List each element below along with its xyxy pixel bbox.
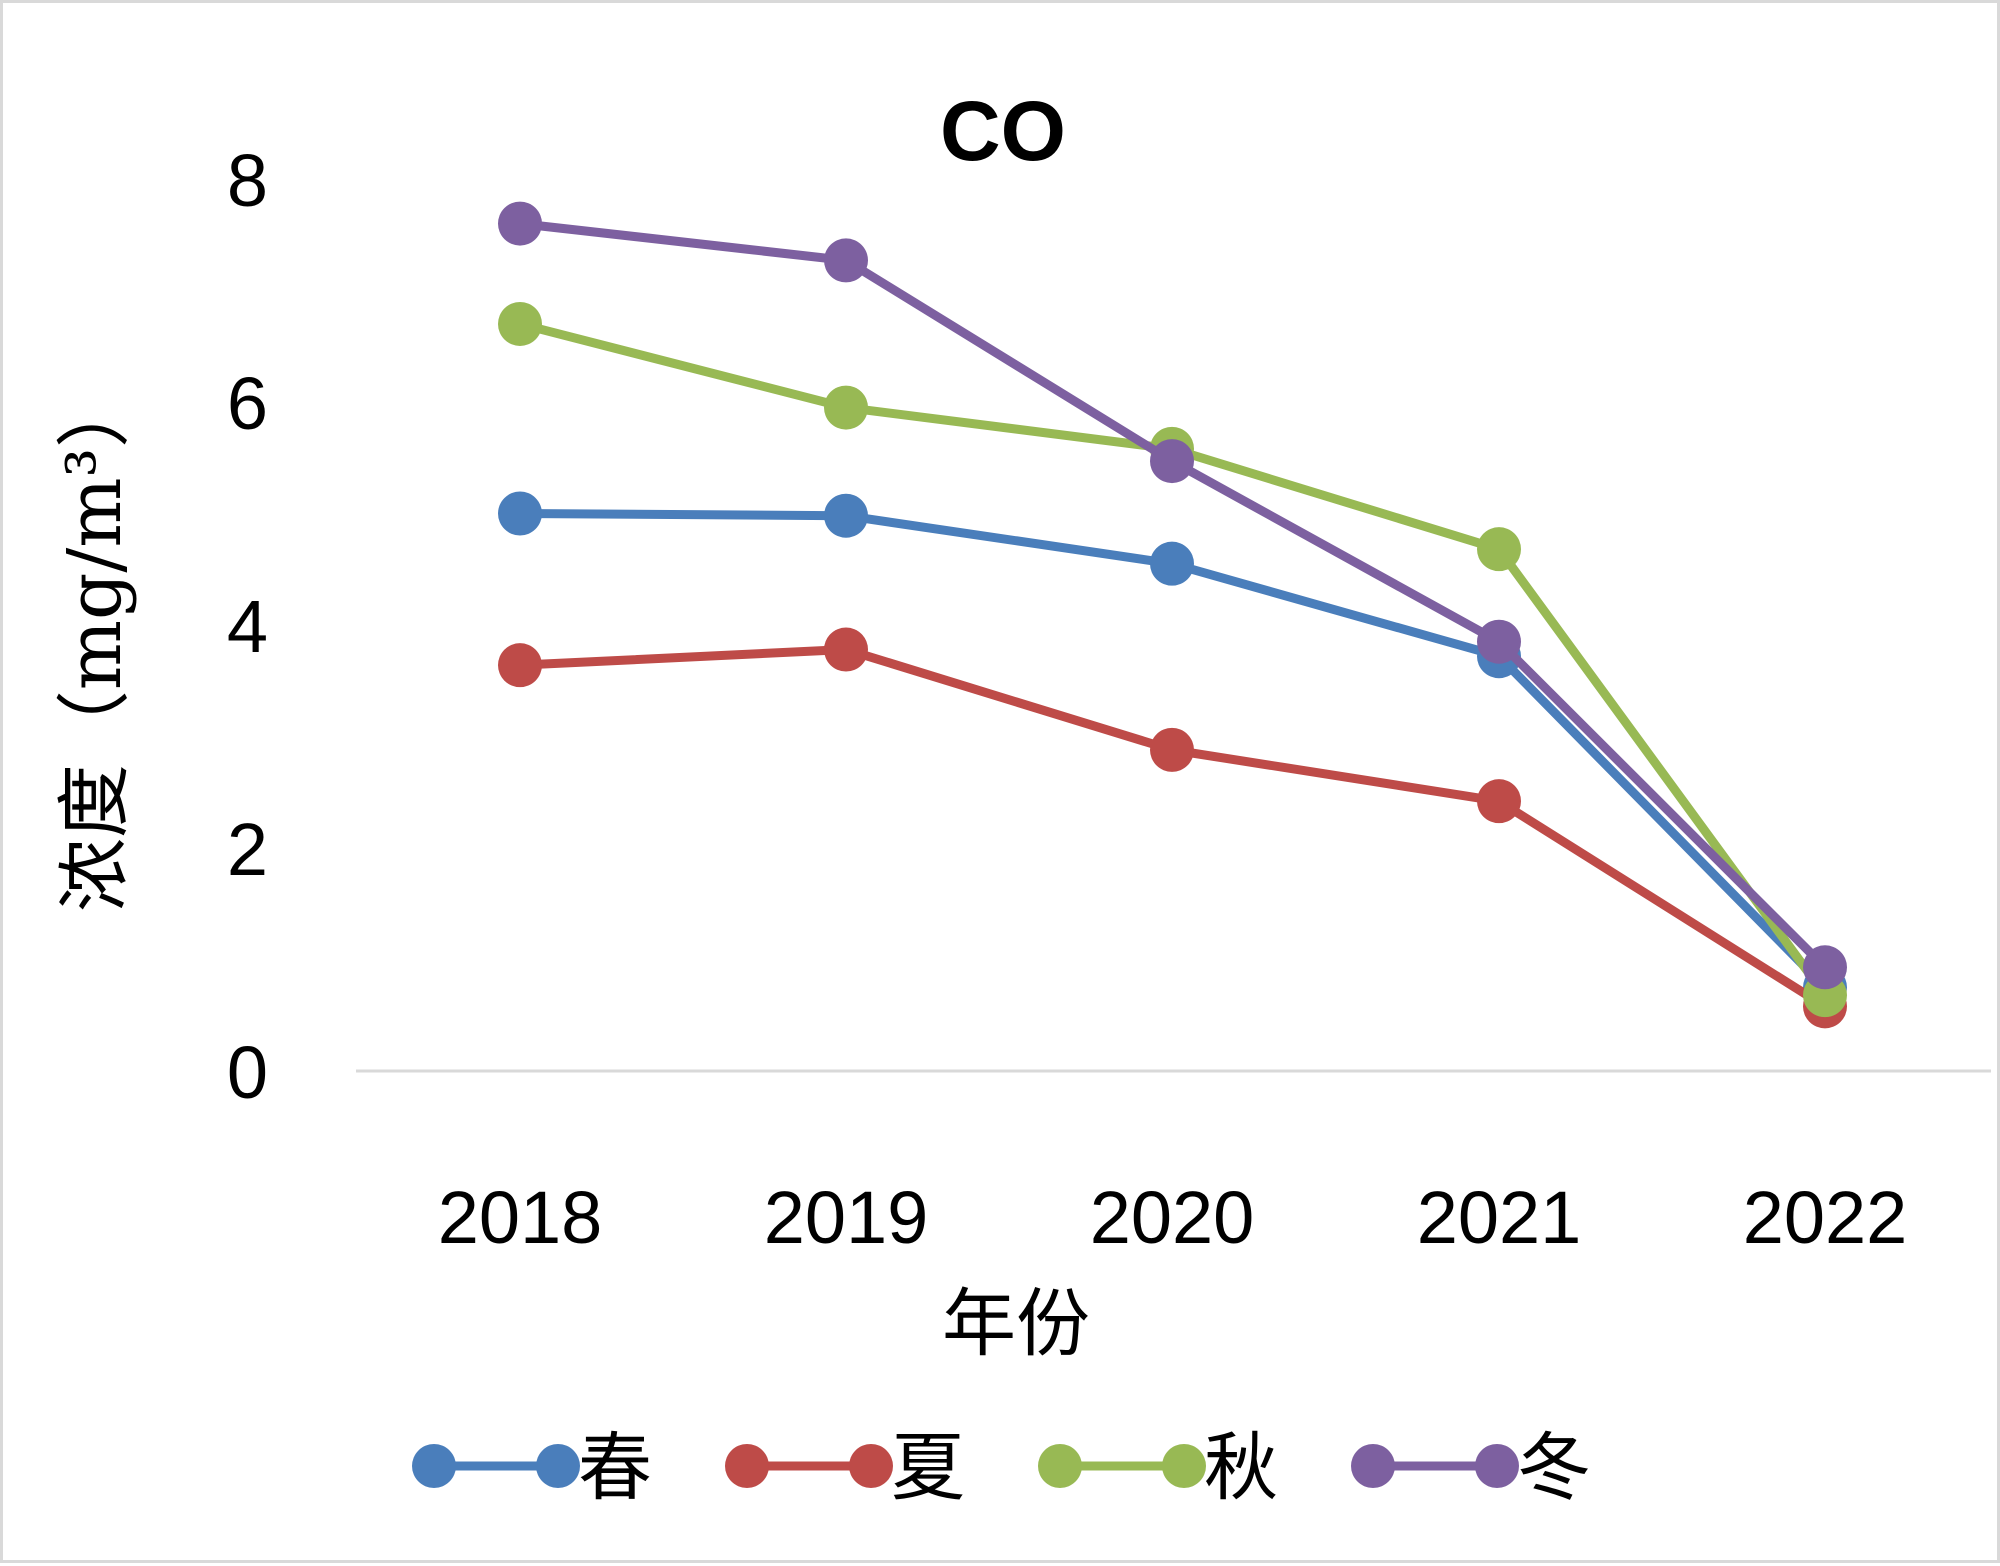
series-2 [498, 627, 1847, 1029]
y-tick-label: 6 [227, 362, 268, 445]
legend-marker [412, 1444, 456, 1488]
data-point [1150, 727, 1194, 772]
legend-item: 春 [412, 1425, 652, 1511]
series-line [519, 645, 1828, 1011]
x-tick-label: 2021 [1417, 1176, 1582, 1259]
data-point [498, 201, 542, 246]
data-point [824, 238, 868, 283]
legend-label: 夏 [891, 1425, 965, 1511]
legend-label: 秋 [1204, 1425, 1278, 1511]
legend: 春夏秋冬 [412, 1425, 1591, 1511]
x-tick-label: 2018 [438, 1176, 603, 1259]
legend-marker [849, 1444, 893, 1488]
y-axis-label: 浓度（mg/m³） [52, 374, 138, 912]
y-tick-label: 8 [227, 139, 268, 222]
data-point [1477, 619, 1521, 664]
legend-label: 冬 [1517, 1425, 1591, 1511]
data-point [498, 643, 542, 688]
legend-item: 冬 [1351, 1425, 1591, 1511]
series-layer [498, 201, 1847, 1029]
data-point [824, 385, 868, 430]
legend-label: 春 [578, 1425, 652, 1511]
legend-marker [1162, 1444, 1206, 1488]
series-4 [498, 201, 1847, 990]
x-tick-label: 2020 [1090, 1176, 1255, 1259]
legend-marker [1475, 1444, 1519, 1488]
data-point [1477, 527, 1521, 572]
x-tick-label: 2019 [764, 1176, 929, 1259]
chart-title: CO [940, 84, 1066, 178]
y-tick-label: 4 [227, 585, 268, 668]
x-axis-label: 年份 [942, 1281, 1090, 1367]
legend-item: 秋 [1038, 1425, 1278, 1511]
data-point [498, 301, 542, 346]
data-point [824, 493, 868, 538]
legend-marker [1351, 1444, 1395, 1488]
y-tick-label: 2 [227, 808, 268, 891]
data-point [1803, 945, 1847, 990]
data-point [1150, 439, 1194, 484]
data-point [498, 491, 542, 536]
data-point [1477, 779, 1521, 824]
y-axis-ticks: 0 2 4 6 8 [227, 139, 268, 1114]
data-point [1150, 541, 1194, 586]
series-line [519, 219, 1829, 971]
legend-marker [536, 1444, 580, 1488]
legend-marker [1038, 1444, 1082, 1488]
x-axis-ticks: 2018 2019 2020 2021 2022 [438, 1176, 1908, 1259]
data-point [824, 627, 868, 672]
legend-marker [725, 1444, 769, 1488]
co-line-chart: CO 0 2 4 6 8 2018 2019 2020 2021 2022 年份 浓度（mg/m… [52, 84, 1991, 1511]
x-tick-label: 2022 [1743, 1176, 1908, 1259]
legend-item: 夏 [725, 1425, 965, 1511]
y-tick-label: 0 [227, 1031, 268, 1114]
